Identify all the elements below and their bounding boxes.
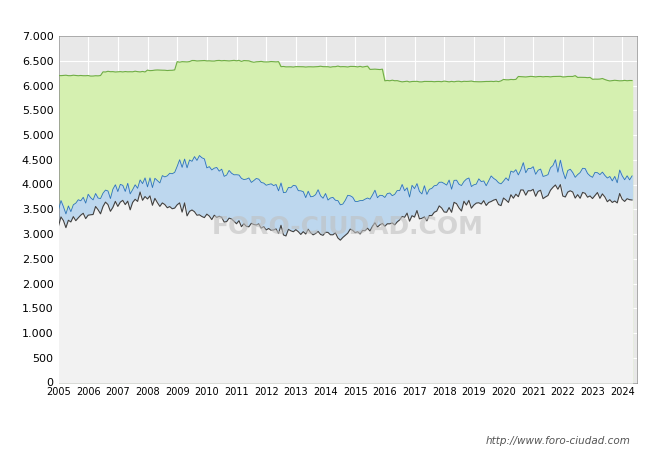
Text: http://www.foro-ciudad.com: http://www.foro-ciudad.com bbox=[486, 436, 630, 446]
Text: FORO-CIUDAD.COM: FORO-CIUDAD.COM bbox=[212, 215, 484, 238]
Text: Cuéllar - Evolucion de la poblacion en edad de Trabajar Mayo de 2024: Cuéllar - Evolucion de la poblacion en e… bbox=[52, 9, 598, 24]
